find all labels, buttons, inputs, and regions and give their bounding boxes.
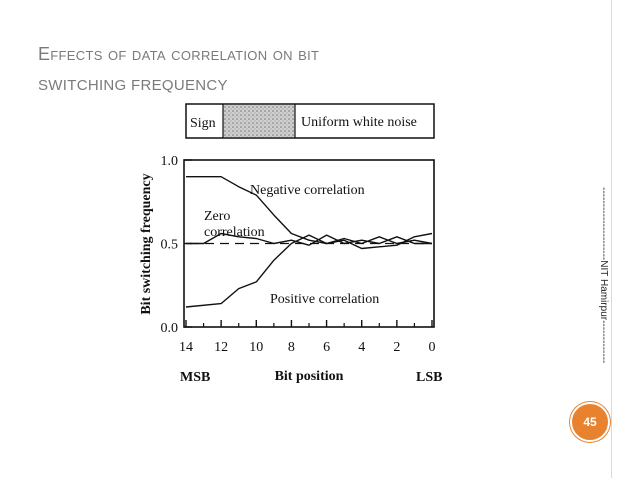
word-model-diagram: Sign Uniform white noise — [185, 103, 435, 139]
series-line-negative-correlation — [186, 175, 433, 245]
institution-side-note: ----------------------NIT Hamirpur------… — [598, 186, 609, 364]
x-tick-label: 0 — [429, 340, 436, 355]
noise-label: Uniform white noise — [301, 115, 417, 130]
tick-group: 14 12 10 8 6 4 2 0 0.0 0.5 1.0 — [161, 154, 436, 355]
right-divider — [611, 0, 612, 478]
left-margin — [0, 0, 3, 478]
bit-switching-chart: Sign Uniform white noise 14 12 10 8 6 4 2 0 0.0 0… — [139, 103, 442, 385]
series-label-zero-line1: Zero — [204, 209, 230, 224]
slide-title-line-2: switching frequency — [38, 77, 228, 94]
y-tick-label: 1.0 — [161, 154, 179, 169]
x-tick-label: 8 — [288, 340, 295, 355]
x-tick-label: 12 — [214, 340, 228, 355]
x-axis-left-label: MSB — [180, 370, 210, 385]
series-label-zero-line2: correlation — [204, 225, 265, 240]
y-tick-label: 0.5 — [161, 238, 179, 253]
x-axis-title: Bit position — [275, 369, 344, 384]
series-label-negative: Negative correlation — [250, 183, 365, 198]
series-label-positive: Positive correlation — [270, 292, 379, 307]
slide-title: Effects of data correlation on bit switc… — [38, 38, 558, 102]
x-axis-right-label: LSB — [416, 370, 442, 385]
word-model-texture — [223, 105, 295, 137]
x-tick-label: 4 — [358, 340, 365, 355]
slide-title-line-1: Effects of data correlation on bit — [38, 44, 320, 64]
y-axis-title: Bit switching frequency — [139, 173, 154, 314]
x-tick-label: 10 — [249, 340, 263, 355]
y-tick-label: 0.0 — [161, 321, 179, 336]
sign-label: Sign — [190, 116, 216, 131]
series-line-positive-correlation — [185, 232, 433, 308]
x-tick-label: 2 — [393, 340, 400, 355]
series-group — [185, 175, 433, 308]
x-tick-label: 14 — [179, 340, 193, 355]
x-tick-label: 6 — [323, 340, 330, 355]
series-line-zero-correlation — [186, 232, 432, 246]
page-number-badge: 45 — [570, 402, 610, 442]
